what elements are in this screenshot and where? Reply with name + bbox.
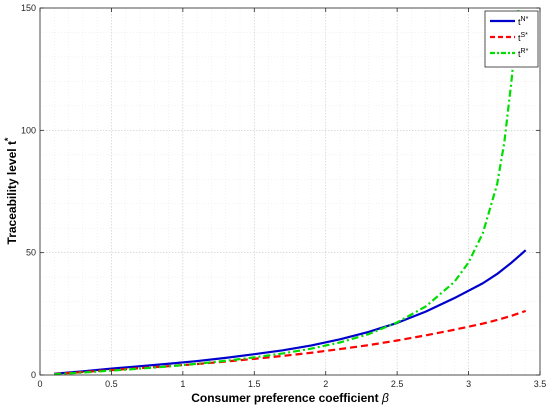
y-tick-label: 0 bbox=[31, 370, 36, 380]
x-axis-label-symbol: β bbox=[381, 391, 389, 405]
y-tick-label: 100 bbox=[21, 125, 36, 135]
legend-entry-name: t bbox=[518, 33, 521, 43]
tick-labels: 0 0.5 1 1.5 2 2.5 3 3.5 0 50 100 150 bbox=[21, 3, 546, 389]
series-layer bbox=[54, 7, 527, 376]
x-tick-label: 1 bbox=[180, 379, 185, 389]
legend: tN*tS*tR* bbox=[484, 10, 539, 68]
ticks bbox=[39, 7, 541, 376]
x-axis-label: Consumer preference coefficient β bbox=[191, 391, 389, 405]
y-tick-label: 150 bbox=[21, 3, 36, 13]
x-tick-label: 0.5 bbox=[105, 379, 118, 389]
series-line-sstar bbox=[54, 309, 527, 376]
legend-entry-sup: R* bbox=[521, 48, 529, 55]
legend-entry-name: t bbox=[518, 49, 521, 59]
y-axis-label: Traceability level t* bbox=[3, 137, 19, 244]
x-tick-label: 2 bbox=[323, 379, 328, 389]
plot-area bbox=[40, 8, 540, 375]
plot-frame bbox=[39, 7, 541, 376]
legend-box bbox=[484, 10, 539, 68]
series-line-nstar bbox=[54, 249, 527, 375]
y-tick-label: 50 bbox=[26, 248, 36, 258]
legend-entry: tN* bbox=[518, 16, 529, 27]
legend-entry-name: t bbox=[518, 17, 521, 27]
y-axis-label-sup: * bbox=[3, 137, 13, 141]
x-tick-label: 2.5 bbox=[391, 379, 404, 389]
legend-entry-sup: S* bbox=[521, 32, 529, 39]
x-tick-label: 3 bbox=[466, 379, 471, 389]
x-tick-label: 1.5 bbox=[248, 379, 261, 389]
x-tick-label: 3.5 bbox=[534, 379, 547, 389]
legend-entry: tS* bbox=[518, 32, 528, 43]
legend-entry-sup: N* bbox=[521, 16, 529, 23]
legend-entry: tR* bbox=[518, 48, 529, 59]
x-tick-label: 0 bbox=[37, 379, 42, 389]
series-line-rstar bbox=[54, 7, 520, 376]
